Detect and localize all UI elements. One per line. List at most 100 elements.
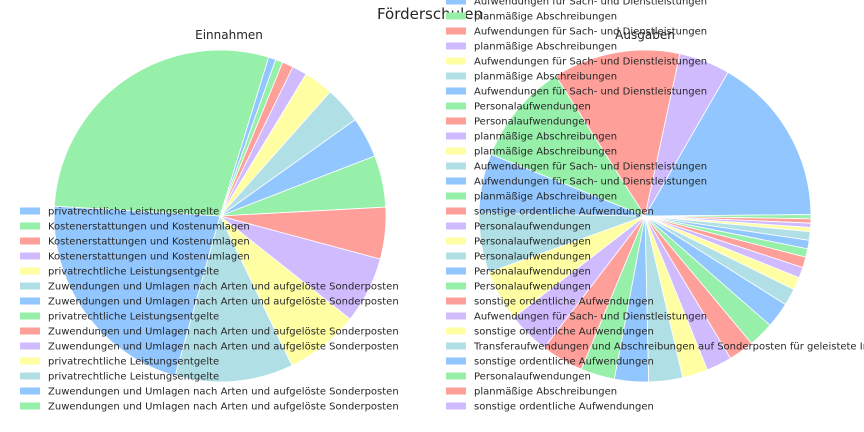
legend-swatch [446,342,466,350]
legend-item: Personalaufwendungen [446,267,591,278]
legend-swatch [20,402,40,410]
legend-swatch [446,27,466,35]
legend-swatch [446,132,466,140]
pie-slices-ausgaben [478,49,812,383]
legend-label: sonstige ordentliche Aufwendungen [474,327,654,338]
legend-item: Personalaufwendungen [446,102,591,113]
legend-label: Personalaufwendungen [474,282,591,293]
legend-swatch [446,267,466,275]
legend-label: Zuwendungen und Umlagen nach Arten und a… [48,342,399,353]
legend-label: Personalaufwendungen [474,267,591,278]
legend-label: Kostenerstattungen und Kostenumlagen [48,237,250,248]
pie-title-ausgaben: Ausgaben [615,28,675,42]
legend-item: Personalaufwendungen [446,222,591,233]
legend-item: Personalaufwendungen [446,372,591,383]
pie-slice [53,49,270,217]
legend-item: Aufwendungen für Sach- und Dienstleistun… [446,177,707,188]
legend-label: Aufwendungen für Sach- und Dienstleistun… [474,87,707,98]
legend-item: Personalaufwendungen [446,252,591,263]
legend-swatch [446,222,466,230]
legend-swatch [446,312,466,320]
legend-item: planmäßige Abschreibungen [446,72,617,83]
legend-swatch [20,327,40,335]
legend-swatch [446,207,466,215]
legend-item: planmäßige Abschreibungen [446,147,617,158]
legend-item: sonstige ordentliche Aufwendungen [446,327,654,338]
pie-title-einnahmen: Einnahmen [195,28,263,42]
legend-item: Aufwendungen für Sach- und Dienstleistun… [446,162,707,173]
legend-label: privatrechtliche Leistungsentgelte [48,267,219,278]
pie-einnahmen: Einnahmen privatrechtliche Leistungsentg… [20,28,399,413]
legend-swatch [20,312,40,320]
legend-label: planmäßige Abschreibungen [474,192,617,203]
legend-item: Zuwendungen und Umlagen nach Arten und a… [20,387,399,398]
legend-label: Kostenerstattungen und Kostenumlagen [48,222,250,233]
legend-ausgaben: Aufwendungen für Sach- und Dienstleistun… [446,0,864,413]
legend-label: Kostenerstattungen und Kostenumlagen [48,252,250,263]
legend-item: Aufwendungen für Sach- und Dienstleistun… [446,0,707,8]
legend-item: Zuwendungen und Umlagen nach Arten und a… [20,342,399,353]
legend-label: Personalaufwendungen [474,102,591,113]
legend-label: sonstige ordentliche Aufwendungen [474,357,654,368]
legend-label: privatrechtliche Leistungsentgelte [48,207,219,218]
legend-label: Aufwendungen für Sach- und Dienstleistun… [474,27,707,38]
legend-item: Kostenerstattungen und Kostenumlagen [20,252,250,263]
pie-slices-einnahmen [53,49,387,383]
legend-swatch [446,192,466,200]
legend-swatch [20,282,40,290]
legend-label: Aufwendungen für Sach- und Dienstleistun… [474,162,707,173]
legend-label: Aufwendungen für Sach- und Dienstleistun… [474,0,707,8]
legend-item: Zuwendungen und Umlagen nach Arten und a… [20,297,399,308]
legend-item: Transferaufwendungen und Abschreibungen … [446,342,864,353]
legend-swatch [446,387,466,395]
legend-swatch [446,237,466,245]
legend-item: sonstige ordentliche Aufwendungen [446,207,654,218]
legend-item: planmäßige Abschreibungen [446,42,617,53]
legend-swatch [446,147,466,155]
legend-label: Aufwendungen für Sach- und Dienstleistun… [474,57,707,68]
legend-item: privatrechtliche Leistungsentgelte [20,207,219,218]
legend-label: planmäßige Abschreibungen [474,147,617,158]
legend-swatch [20,267,40,275]
legend-label: privatrechtliche Leistungsentgelte [48,372,219,383]
legend-label: planmäßige Abschreibungen [474,42,617,53]
legend-label: Zuwendungen und Umlagen nach Arten und a… [48,282,399,293]
legend-item: Personalaufwendungen [446,237,591,248]
legend-swatch [446,57,466,65]
legend-swatch [20,297,40,305]
legend-swatch [446,357,466,365]
legend-label: planmäßige Abschreibungen [474,72,617,83]
legend-item: privatrechtliche Leistungsentgelte [20,312,219,323]
legend-label: Personalaufwendungen [474,237,591,248]
pie-slice [555,49,681,218]
legend-swatch [20,207,40,215]
legend-item: Zuwendungen und Umlagen nach Arten und a… [20,402,399,413]
legend-swatch [20,372,40,380]
legend-label: Zuwendungen und Umlagen nach Arten und a… [48,297,399,308]
legend-label: Aufwendungen für Sach- und Dienstleistun… [474,177,707,188]
pie-slice [490,75,647,217]
legend-item: privatrechtliche Leistungsentgelte [20,357,219,368]
legend-label: Transferaufwendungen und Abschreibungen … [473,342,864,353]
legend-swatch [446,42,466,50]
legend-swatch [20,252,40,260]
legend-item: planmäßige Abschreibungen [446,132,617,143]
legend-swatch [446,327,466,335]
legend-label: privatrechtliche Leistungsentgelte [48,312,219,323]
legend-item: Aufwendungen für Sach- und Dienstleistun… [446,312,707,323]
legend-item: privatrechtliche Leistungsentgelte [20,267,219,278]
legend-swatch [446,162,466,170]
legend-swatch [446,117,466,125]
legend-swatch [446,102,466,110]
pie-slice [644,53,729,217]
legend-label: Personalaufwendungen [474,372,591,383]
legend-item: planmäßige Abschreibungen [446,192,617,203]
legend-swatch [20,342,40,350]
pie-slice [644,71,812,217]
legend-item: Aufwendungen für Sach- und Dienstleistun… [446,57,707,68]
legend-item: planmäßige Abschreibungen [446,387,617,398]
legend-label: planmäßige Abschreibungen [474,387,617,398]
legend-swatch [20,222,40,230]
legend-label: sonstige ordentliche Aufwendungen [474,297,654,308]
